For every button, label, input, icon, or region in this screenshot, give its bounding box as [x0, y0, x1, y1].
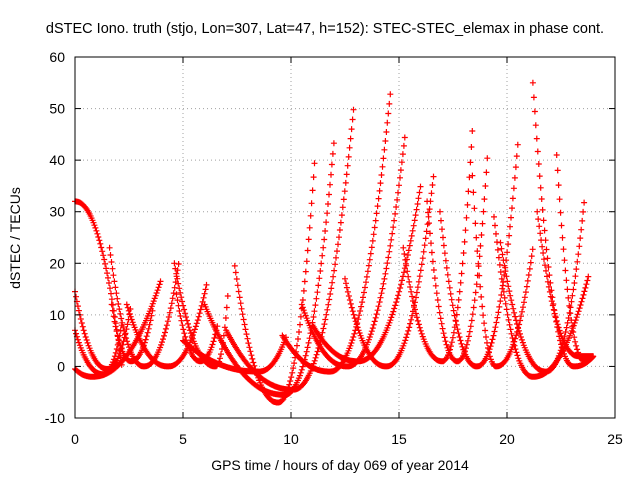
- data-markers: [309, 183, 424, 365]
- y-tick-label: 30: [49, 204, 65, 220]
- data-series-arc: [309, 183, 424, 365]
- data-series-arc: [497, 199, 588, 375]
- data-series-arc: [180, 334, 289, 375]
- data-series-arc: [529, 79, 597, 370]
- tick-layer: 0 5 10 15 20 25 -10 0 10 20 30 40 50 60: [45, 49, 623, 447]
- data-series-arc: [173, 291, 221, 365]
- data-markers: [437, 141, 521, 370]
- data-series-arc: [424, 155, 491, 365]
- y-tick-label: 0: [57, 358, 65, 374]
- y-tick-label: 50: [49, 101, 65, 117]
- data-series-arc: [553, 152, 596, 365]
- y-tick-label: 40: [49, 152, 65, 168]
- y-axis-label: dSTEC / TECUs: [7, 187, 23, 289]
- x-tick-label: 0: [71, 431, 79, 447]
- data-markers: [497, 199, 588, 375]
- data-layer: [72, 79, 597, 406]
- data-markers: [342, 173, 437, 370]
- data-markers: [400, 128, 476, 365]
- data-series-arc: [279, 91, 394, 375]
- x-tick-label: 15: [391, 431, 407, 447]
- data-series-arc: [437, 141, 521, 370]
- y-tick-label: 20: [49, 255, 65, 271]
- x-tick-label: 20: [499, 431, 515, 447]
- data-series-arc: [400, 128, 476, 365]
- data-markers: [553, 152, 596, 365]
- y-tick-label: -10: [45, 410, 65, 426]
- data-markers: [180, 334, 289, 375]
- data-series-arc: [106, 244, 182, 370]
- x-tick-label: 25: [607, 431, 623, 447]
- y-tick-label: 10: [49, 307, 65, 323]
- x-tick-label: 10: [283, 431, 299, 447]
- y-tick-label: 60: [49, 49, 65, 65]
- data-markers: [106, 244, 182, 370]
- data-markers: [529, 79, 597, 370]
- plot-frame: [74, 56, 616, 419]
- data-series-arc: [342, 173, 437, 370]
- data-markers: [424, 155, 491, 365]
- data-series-arc: [201, 140, 337, 398]
- data-markers: [173, 291, 221, 365]
- data-markers: [279, 91, 394, 375]
- chart-title: dSTEC Iono. truth (stjo, Lon=307, Lat=47…: [46, 21, 604, 37]
- data-markers: [201, 140, 337, 398]
- x-axis-label: GPS time / hours of day 069 of year 2014: [211, 457, 469, 473]
- x-tick-label: 5: [179, 431, 187, 447]
